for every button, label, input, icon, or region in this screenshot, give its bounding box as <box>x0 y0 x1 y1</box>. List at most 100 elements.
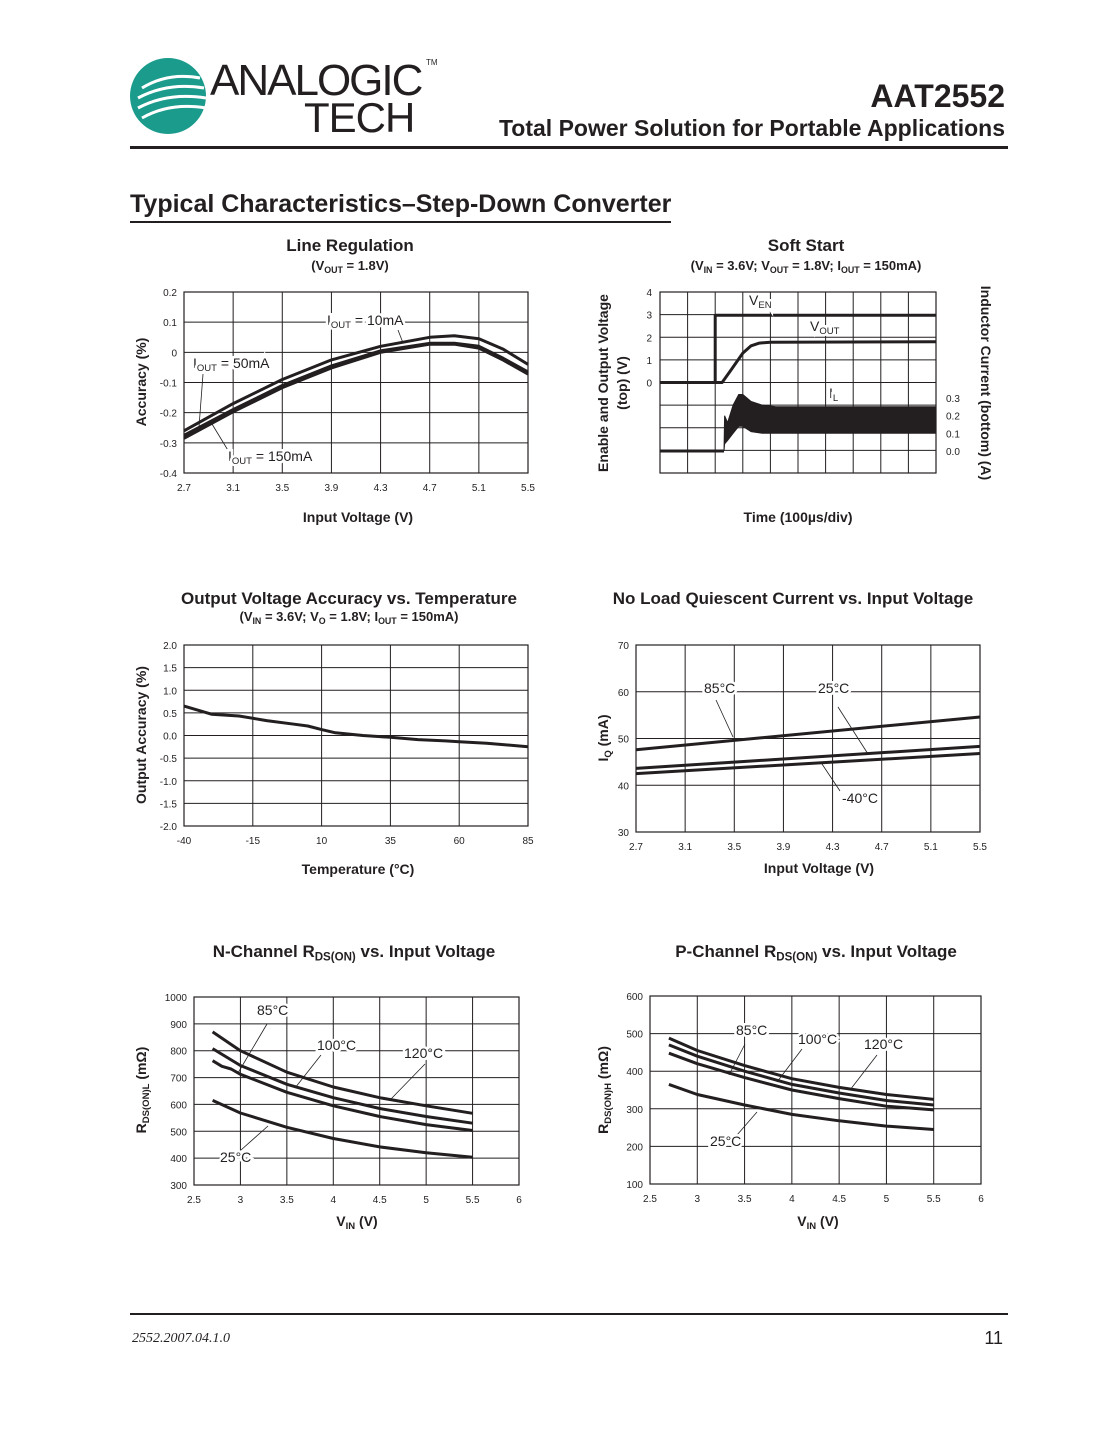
text-segment: 3.1 <box>678 842 692 853</box>
y-axis-label: RDS(ON)L (mΩ) <box>133 1047 152 1134</box>
text-segment: 100°C <box>317 1037 356 1053</box>
subscript-text: DS(ON) <box>776 952 817 964</box>
x-tick-label: 3.5 <box>280 1195 294 1206</box>
annotation-leader-line <box>240 1125 269 1151</box>
x-tick-label: 3.5 <box>275 483 289 494</box>
inductor-current-ripple-band <box>723 394 937 452</box>
y-tick-label: 500 <box>170 1127 187 1138</box>
text-segment: 2.7 <box>177 483 191 494</box>
series-annotation: 85°C <box>736 1022 767 1038</box>
subscript-text: IN <box>346 1221 356 1232</box>
text-segment: 25°C <box>710 1133 741 1149</box>
text-segment: V <box>749 292 759 308</box>
text-segment: 900 <box>170 1020 187 1031</box>
x-tick-label: 85 <box>522 836 534 847</box>
text-segment: 5 <box>423 1195 429 1206</box>
text-segment: 85 <box>522 836 534 847</box>
text-segment: 500 <box>170 1127 187 1138</box>
x-tick-label: 2.5 <box>643 1194 657 1205</box>
chart-subtitle: (VOUT = 1.8V) <box>311 258 389 275</box>
x-tick-label: 2.7 <box>629 842 643 853</box>
text-segment: (V <box>311 258 324 273</box>
text-segment: 3.5 <box>275 483 289 494</box>
chart-title: No Load Quiescent Current vs. Input Volt… <box>613 589 974 608</box>
x-tick-label: 2.7 <box>177 483 191 494</box>
text-segment: I <box>193 355 197 371</box>
text-segment: -0.5 <box>160 754 178 765</box>
y-tick-label: 600 <box>626 992 643 1003</box>
text-segment: -0.1 <box>160 379 178 390</box>
x-tick-label: 5.5 <box>521 483 535 494</box>
chart-title: Line Regulation <box>286 236 414 255</box>
annotation-leader-line <box>849 1054 878 1091</box>
text-segment: 5.5 <box>521 483 535 494</box>
chart-title: P-Channel RDS(ON) vs. Input Voltage <box>675 942 957 964</box>
soft-start-chart: Soft Start(VIN = 3.6V; VOUT = 1.8V; IOUT… <box>595 236 994 525</box>
text-segment: Line Regulation <box>286 236 414 255</box>
text-segment: Enable and Output Voltage <box>595 294 611 472</box>
text-segment: 300 <box>170 1181 187 1192</box>
chart-subtitle: (VIN = 3.6V; VOUT = 1.8V; IOUT = 150mA) <box>691 258 922 275</box>
x-axis-label: Time (100µs/div) <box>744 509 853 525</box>
text-segment: V <box>810 318 820 334</box>
annotation-leader-line <box>237 1023 268 1074</box>
y-tick-label: 60 <box>618 688 630 699</box>
x-tick-label: 4.5 <box>373 1195 387 1206</box>
part-number: AAT2552 <box>870 78 1005 114</box>
text-segment: -1.5 <box>160 799 178 810</box>
y-axis-label: Output Accuracy (%) <box>133 666 149 804</box>
subscript-text: O <box>319 616 326 626</box>
text-segment: N-Channel R <box>213 942 315 961</box>
text-segment: 4.5 <box>832 1194 846 1205</box>
text-segment: R <box>133 1123 149 1133</box>
x-tick-label: 3 <box>238 1195 244 1206</box>
text-segment: 300 <box>626 1105 643 1116</box>
series-annotation: -40°C <box>842 790 878 806</box>
y-tick-label-right: 0.3 <box>946 394 960 405</box>
text-segment: 60 <box>618 688 630 699</box>
text-segment: 3.5 <box>727 842 741 853</box>
text-segment: 2.0 <box>163 641 177 652</box>
x-tick-label: 3.1 <box>226 483 240 494</box>
series-annotation: VEN <box>749 292 772 311</box>
series-annotation: 25°C <box>220 1149 251 1165</box>
x-tick-label: 60 <box>454 836 466 847</box>
plot-frame <box>649 995 982 1185</box>
text-segment: vs. Input Voltage <box>817 942 956 961</box>
text-segment: = 150mA <box>252 448 313 464</box>
y-tick-label: 2.0 <box>163 641 177 652</box>
text-segment: 30 <box>618 828 630 839</box>
series-line-iout-10ma <box>183 334 529 433</box>
text-segment: 10 <box>316 836 328 847</box>
annotation-leader-line <box>821 763 841 792</box>
y-tick-label: 200 <box>626 1142 643 1153</box>
section-title: Typical Characteristics–Step-Down Conver… <box>130 190 672 223</box>
text-segment: 4.3 <box>374 483 388 494</box>
text-segment: 50 <box>618 735 630 746</box>
y-axis-label: (top) (V) <box>614 356 630 410</box>
annotation-leader-line <box>736 1111 758 1136</box>
accuracy-vs-temperature-chart: Output Voltage Accuracy vs. Temperature(… <box>133 589 534 877</box>
y-tick-label: 400 <box>170 1154 187 1165</box>
y-axis-label: RDS(ON)H (mΩ) <box>595 1046 614 1134</box>
x-axis-label: VIN (V) <box>797 1213 838 1232</box>
series-annotation: IOUT = 150mA <box>228 448 313 467</box>
text-segment: 200 <box>626 1142 643 1153</box>
y-tick-label: 400 <box>626 1067 643 1078</box>
y-axis-label-right: Inductor Current (bottom) (A) <box>978 286 994 480</box>
x-tick-label: 3.9 <box>324 483 338 494</box>
plot-frame <box>635 644 981 833</box>
x-tick-label: 10 <box>316 836 328 847</box>
document-code: 2552.2007.04.1.0 <box>132 1331 230 1346</box>
text-segment: 100°C <box>798 1031 837 1047</box>
p-channel-rdson-chart: P-Channel RDS(ON) vs. Input Voltage VIN (… <box>595 942 984 1232</box>
y-tick-label: 50 <box>618 735 630 746</box>
text-segment: 25°C <box>818 680 849 696</box>
series-annotation: VOUT <box>810 318 840 337</box>
text-segment: = 150mA) <box>860 258 922 273</box>
text-segment: 4 <box>646 288 652 299</box>
text-segment: 3.9 <box>776 842 790 853</box>
text-segment: 2.7 <box>629 842 643 853</box>
x-tick-label: 5.5 <box>973 842 987 853</box>
text-segment: 4 <box>331 1195 337 1206</box>
